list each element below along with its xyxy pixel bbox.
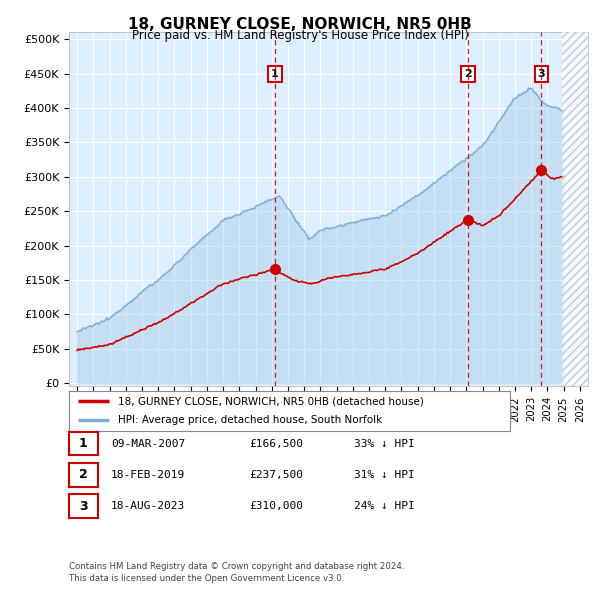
Text: Price paid vs. HM Land Registry's House Price Index (HPI): Price paid vs. HM Land Registry's House … <box>131 30 469 42</box>
Text: 33% ↓ HPI: 33% ↓ HPI <box>354 439 415 448</box>
Text: 3: 3 <box>79 500 88 513</box>
Text: 18-AUG-2023: 18-AUG-2023 <box>111 502 185 511</box>
Text: HPI: Average price, detached house, South Norfolk: HPI: Average price, detached house, Sout… <box>118 415 382 425</box>
Text: 1: 1 <box>79 437 88 450</box>
Text: £237,500: £237,500 <box>249 470 303 480</box>
Text: £166,500: £166,500 <box>249 439 303 448</box>
Text: 31% ↓ HPI: 31% ↓ HPI <box>354 470 415 480</box>
Text: 2: 2 <box>79 468 88 481</box>
Text: 2: 2 <box>464 68 472 78</box>
Text: Contains HM Land Registry data © Crown copyright and database right 2024.
This d: Contains HM Land Registry data © Crown c… <box>69 562 404 583</box>
Text: 18, GURNEY CLOSE, NORWICH, NR5 0HB (detached house): 18, GURNEY CLOSE, NORWICH, NR5 0HB (deta… <box>118 396 424 407</box>
Text: 18-FEB-2019: 18-FEB-2019 <box>111 470 185 480</box>
Text: 09-MAR-2007: 09-MAR-2007 <box>111 439 185 448</box>
Text: 18, GURNEY CLOSE, NORWICH, NR5 0HB: 18, GURNEY CLOSE, NORWICH, NR5 0HB <box>128 17 472 31</box>
Text: 24% ↓ HPI: 24% ↓ HPI <box>354 502 415 511</box>
Text: 3: 3 <box>538 68 545 78</box>
Text: £310,000: £310,000 <box>249 502 303 511</box>
Text: 1: 1 <box>271 68 278 78</box>
Bar <box>562 32 596 386</box>
